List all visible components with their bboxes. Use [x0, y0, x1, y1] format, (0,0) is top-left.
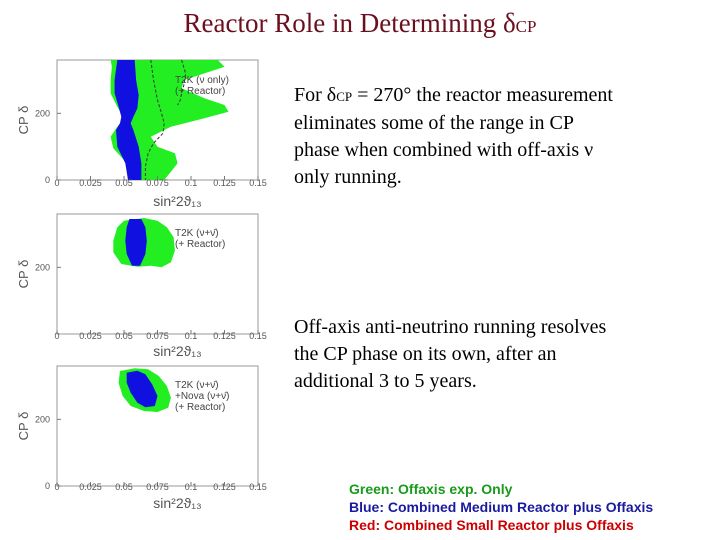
y-axis-label: CP δ — [16, 106, 31, 135]
y-tick-label: 0 — [45, 175, 50, 185]
x-tick-label: 0.075 — [146, 178, 169, 188]
paragraph-line: the CP phase on its own, after an — [294, 343, 557, 365]
x-tick-label: 0.15 — [249, 482, 267, 492]
x-tick-label: 0.05 — [115, 331, 133, 341]
legend-red: Red: Combined Small Reactor plus Offaxis — [349, 517, 634, 533]
paragraph-reactor-role: For δCP = 270° the reactor measurement el… — [294, 82, 613, 191]
paragraph-line: eliminates some of the range in CP — [294, 112, 574, 134]
x-tick-label: 0.125 — [213, 178, 236, 188]
inset-legend-line: (+ Reactor) — [175, 86, 225, 97]
x-tick-label: 0.075 — [146, 331, 169, 341]
inset-legend-line: (+ Reactor) — [175, 402, 225, 413]
x-tick-label: 0.075 — [146, 482, 169, 492]
blue-region — [126, 370, 158, 408]
x-tick-label: 0.1 — [185, 178, 198, 188]
inset-legend-line: T2K (ν+ν̄) — [175, 380, 219, 391]
x-tick-label: 0.05 — [115, 482, 133, 492]
x-tick-label: 0.1 — [185, 482, 198, 492]
y-tick-label: 200 — [35, 262, 50, 272]
blue-region — [114, 60, 142, 180]
inset-legend-line: T2K (ν+ν̄) — [175, 228, 219, 239]
dashed-contour — [144, 59, 165, 180]
green-region — [110, 60, 229, 180]
paragraph-line: additional 3 to 5 years. — [294, 370, 477, 392]
x-axis-label: sin²2ϑ₁₃ — [153, 193, 201, 209]
inset-legend-line: T2K (ν only) — [175, 75, 229, 86]
paragraph-line: Off-axis anti-neutrino running resolves — [294, 316, 607, 338]
legend-blue: Blue: Combined Medium Reactor plus Offax… — [349, 499, 654, 515]
y-tick-label: 200 — [35, 414, 50, 424]
x-tick-label: 0.15 — [249, 331, 267, 341]
y-tick-label: 0 — [45, 481, 50, 491]
x-tick-label: 0.025 — [79, 331, 102, 341]
x-tick-label: 0.05 — [115, 178, 133, 188]
page-title: Reactor Role in Determining δCP — [183, 8, 537, 38]
x-tick-label: 0.1 — [185, 331, 198, 341]
x-tick-label: 0 — [54, 331, 59, 341]
blue-region — [125, 219, 147, 266]
x-tick-label: 0.125 — [213, 331, 236, 341]
paragraph-antineutrino: Off-axis anti-neutrino running resolves t… — [294, 314, 606, 395]
x-tick-label: 0.025 — [79, 178, 102, 188]
inset-legend-line: (+ Reactor) — [175, 239, 225, 250]
x-tick-label: 0.15 — [249, 178, 267, 188]
x-tick-label: 0.125 — [213, 482, 236, 492]
dashed-contour — [177, 59, 187, 106]
paragraph-line: For δCP = 270° the reactor measurement — [294, 84, 613, 106]
color-legend: Green: Offaxis exp. Only Blue: Combined … — [349, 480, 653, 534]
y-tick-label: 200 — [35, 108, 50, 118]
x-axis-label: sin²2ϑ₁₃ — [153, 495, 201, 511]
y-axis-label: CP δ — [16, 260, 31, 289]
x-axis-label: sin²2ϑ₁₃ — [153, 343, 201, 359]
y-axis-label: CP δ — [16, 412, 31, 441]
inset-legend-line: +Nova (ν+ν̄) — [175, 391, 229, 402]
legend-green: Green: Offaxis exp. Only — [349, 481, 513, 497]
paragraph-line: phase when combined with off-axis ν — [294, 139, 594, 161]
x-tick-label: 0 — [54, 482, 59, 492]
x-tick-label: 0.025 — [79, 482, 102, 492]
paragraph-line: only running. — [294, 166, 402, 188]
x-tick-label: 0 — [54, 178, 59, 188]
